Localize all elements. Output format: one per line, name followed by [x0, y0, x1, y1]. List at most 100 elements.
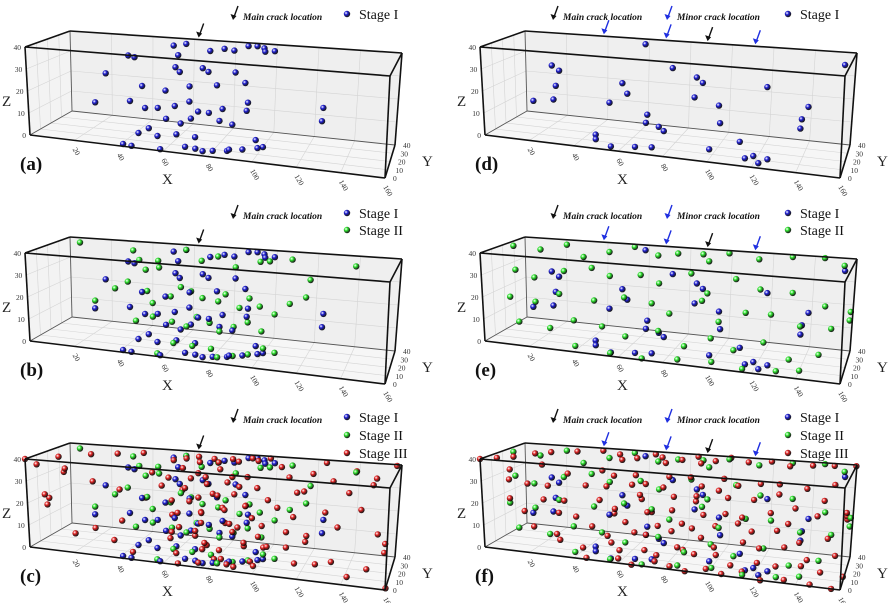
grid-line [525, 70, 854, 100]
z-tick-label: 0 [22, 543, 26, 552]
legend-marker-icon [784, 413, 792, 421]
point-stage-i [669, 64, 676, 72]
points [92, 40, 327, 155]
z-tick-label: 30 [15, 477, 23, 486]
point-stage-iii [394, 462, 401, 470]
point-stage-i [171, 102, 178, 110]
point-stage-iii [334, 524, 341, 531]
point-stage-ii [726, 456, 733, 463]
legend-entry: Stage I [800, 411, 840, 426]
minor-crack-arrow-icon [601, 431, 610, 447]
point-stage-ii [570, 523, 577, 530]
point-stage-iii [787, 463, 794, 470]
point-stage-iii [843, 509, 851, 517]
grid-line [513, 240, 517, 324]
box-edge [844, 464, 858, 489]
point-stage-ii [655, 533, 662, 541]
point-stage-i [170, 248, 177, 255]
point-stage-i [145, 537, 152, 544]
x-tick-label: 80 [204, 574, 216, 585]
point-stage-iii [792, 505, 799, 512]
point-stage-i [318, 324, 326, 331]
point-stage-iii [748, 528, 755, 535]
x-axis-label: X [617, 172, 628, 188]
point-stage-iii [196, 459, 204, 466]
point-stage-ii [680, 343, 688, 350]
point-stage-iii [92, 524, 99, 532]
point-stage-iii [632, 472, 640, 479]
point-stage-i [642, 41, 649, 48]
point-stage-iii [710, 544, 718, 551]
point-stage-ii [760, 339, 767, 346]
point-stage-i [92, 99, 99, 106]
point-stage-i [552, 82, 559, 90]
point-stage-i [221, 251, 228, 258]
point-stage-i [644, 317, 651, 324]
point-stage-iii [561, 497, 568, 504]
point-stage-iii [197, 519, 205, 527]
legend-marker-icon [784, 226, 792, 234]
legend-marker-icon [343, 449, 351, 457]
point-stage-i [271, 48, 279, 55]
point-stage-iii [662, 459, 670, 467]
point-stage-iii [258, 522, 265, 530]
point-stage-i [642, 119, 650, 127]
point-stage-ii [822, 303, 829, 310]
point-stage-i [660, 333, 667, 341]
point-stage-ii [795, 573, 803, 580]
z-axis-label: Z [457, 94, 466, 110]
point-stage-i [715, 308, 723, 315]
point-stage-iii [579, 544, 587, 551]
panel-label: (c) [20, 566, 41, 587]
grid-line [490, 454, 496, 542]
point-stage-ii [688, 270, 695, 277]
minor-crack-arrow-icon [663, 436, 672, 451]
point-stage-i [693, 486, 701, 493]
point-stage-iii [611, 505, 619, 512]
z-tick-label: 20 [16, 87, 24, 96]
box-edge [524, 236, 858, 260]
point-stage-i [175, 52, 182, 59]
point-stage-i [239, 146, 246, 153]
point-stage-i [102, 276, 109, 283]
arrow-head [550, 213, 557, 219]
point-stage-ii [258, 328, 265, 335]
point-stage-i [691, 506, 698, 513]
point-stage-ii [244, 319, 251, 326]
point-stage-i [619, 286, 626, 293]
point-stage-i [254, 350, 261, 358]
point-stage-i [715, 102, 723, 109]
panel-d: 20 40 60 80 100 120 140 160010203040010203040XZ… [457, 5, 888, 198]
point-stage-iii [767, 509, 774, 517]
y-tick-label: 0 [848, 174, 852, 183]
grid-line [495, 540, 843, 583]
point-stage-iii [195, 559, 202, 566]
point-stage-iii [666, 563, 673, 570]
arrow-head [663, 444, 670, 451]
point-stage-iii [264, 497, 272, 504]
point-stage-i [231, 47, 238, 54]
arrow-head [705, 447, 712, 454]
box-edge [71, 316, 396, 352]
point-stage-iii [226, 520, 233, 528]
point-stage-i [764, 362, 771, 369]
point-stage-iii [187, 475, 195, 482]
legend-marker-icon [343, 10, 351, 18]
grid-line [58, 240, 62, 324]
z-tick-label: 0 [477, 337, 481, 346]
x-tick-label: 40 [570, 357, 582, 368]
arrow-shaft [233, 5, 239, 18]
point-stage-i [631, 555, 639, 563]
point-stage-ii [142, 266, 149, 273]
point-stage-iii [181, 484, 189, 492]
point-stage-ii [547, 324, 554, 332]
point-stage-i [320, 516, 327, 524]
x-tick-label: 40 [115, 563, 127, 574]
point-stage-i [242, 491, 249, 499]
z-tick-label: 20 [471, 499, 479, 508]
z-axis-label: Z [2, 506, 11, 522]
box-edge [849, 258, 858, 352]
point-stage-iii [282, 544, 290, 551]
box-edge [24, 458, 391, 489]
legend-entry: Stage II [359, 429, 403, 444]
